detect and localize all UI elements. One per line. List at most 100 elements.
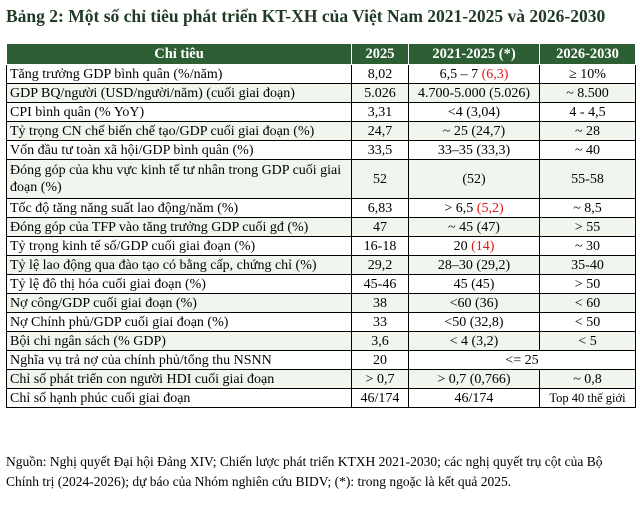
value-2021-2025: <50 (32,8) xyxy=(408,312,540,332)
header-2026-2030: 2026-2030 xyxy=(539,43,636,65)
table-row: Đóng góp của TFP vào tăng trưởng GDP cuố… xyxy=(6,217,636,237)
header-indicator: Chỉ tiêu xyxy=(6,43,352,65)
value-2026-2030: > 55 xyxy=(539,217,636,237)
value-2026-2030: ~ 8.500 xyxy=(539,83,636,103)
value-main: 28–30 (29,2) xyxy=(437,257,511,273)
value-2026-2030: ~ 0,8 xyxy=(539,369,636,389)
value-main: (52) xyxy=(462,171,486,187)
value-2021-2025: <4 (3,04) xyxy=(408,102,540,122)
value-2026-2030: > 50 xyxy=(539,274,636,294)
value-2025: 52 xyxy=(351,159,409,199)
value-2026-2030: 4 - 4,5 xyxy=(539,102,636,122)
value-main: 33–35 (33,3) xyxy=(437,142,511,158)
table-row: GDP BQ/người (USD/người/năm) (cuối giai … xyxy=(6,83,636,103)
value-2021-2025: > 0,7 (0,766) xyxy=(408,369,540,389)
value-2021-2025: 6,5 – 7 (6,3) xyxy=(408,64,540,84)
source-note: Nguồn: Nghị quyết Đại hội Đảng XIV; Chiế… xyxy=(6,454,603,489)
value-2026-2030: < 60 xyxy=(539,293,636,313)
table-row: Nghĩa vụ trả nợ của chính phủ/tổng thu N… xyxy=(6,350,636,370)
value-2025: 3,6 xyxy=(351,331,409,351)
row-label: Nợ công/GDP cuối giai đoạn (%) xyxy=(6,293,352,313)
row-label: Chỉ số phát triển con người HDI cuối gia… xyxy=(6,369,352,389)
table-row: Đóng góp của khu vực kinh tế tư nhân tro… xyxy=(6,159,636,199)
result-2025-red: (14) xyxy=(471,238,495,254)
value-2021-2025: 33–35 (33,3) xyxy=(408,140,540,160)
value-2026-2030: ≥ 10% xyxy=(539,64,636,84)
header-2021-2025: 2021-2025 (*) xyxy=(408,43,540,65)
value-merged-2021-2030: <= 25 xyxy=(408,350,636,370)
value-2021-2025: ~ 45 (47) xyxy=(408,217,540,237)
value-main: 4.700-5.000 (5.026) xyxy=(418,85,530,101)
value-main: <4 (3,04) xyxy=(447,104,501,120)
table-row: Tỷ lệ lao động qua đào tạo có bằng cấp, … xyxy=(6,255,636,275)
table-row: CPI bình quân (% YoY) 3,31 <4 (3,04) 4 -… xyxy=(6,102,636,122)
value-main: 45 (45) xyxy=(453,276,495,292)
row-label: Đóng góp của TFP vào tăng trưởng GDP cuố… xyxy=(6,217,352,237)
value-2021-2025: 4.700-5.000 (5.026) xyxy=(408,83,540,103)
value-2025: 6,83 xyxy=(351,198,409,218)
value-main: > 6,5 xyxy=(444,200,477,216)
value-main: ~ 25 (24,7) xyxy=(442,123,506,139)
value-2025: 46/174 xyxy=(351,388,409,408)
row-label: Chỉ số hạnh phúc cuối giai đoạn xyxy=(6,388,352,408)
value-2025: 24,7 xyxy=(351,121,409,141)
table-row: Bội chi ngân sách (% GDP) 3,6 < 4 (3,2) … xyxy=(6,331,636,351)
value-2025: 8,02 xyxy=(351,64,409,84)
value-2025: 33,5 xyxy=(351,140,409,160)
value-2025: 33 xyxy=(351,312,409,332)
value-2026-2030: < 5 xyxy=(539,331,636,351)
table-row: Tỷ trọng kinh tế số/GDP cuối giai đoạn (… xyxy=(6,236,636,256)
row-label: Nợ Chính phủ/GDP cuối giai đoạn (%) xyxy=(6,312,352,332)
value-2026-2030: 35-40 xyxy=(539,255,636,275)
row-label: CPI bình quân (% YoY) xyxy=(6,102,352,122)
value-2025: 38 xyxy=(351,293,409,313)
value-2025: 47 xyxy=(351,217,409,237)
table-row: Tỷ lệ đô thị hóa cuối giai đoạn (%) 45-4… xyxy=(6,274,636,294)
value-2025: 20 xyxy=(351,350,409,370)
value-2026-2030: ~ 28 xyxy=(539,121,636,141)
value-2026-2030: Top 40 thế giới xyxy=(539,388,636,408)
value-2021-2025: 28–30 (29,2) xyxy=(408,255,540,275)
table-row: Nợ Chính phủ/GDP cuối giai đoạn (%) 33 <… xyxy=(6,312,636,332)
row-label: Đóng góp của khu vực kinh tế tư nhân tro… xyxy=(6,159,352,199)
table-row: Tỷ trọng CN chế biến chế tạo/GDP cuối gi… xyxy=(6,121,636,141)
value-main: 20 xyxy=(453,238,472,254)
value-2026-2030: ~ 8,5 xyxy=(539,198,636,218)
value-2025: 16-18 xyxy=(351,236,409,256)
row-label: Nghĩa vụ trả nợ của chính phủ/tổng thu N… xyxy=(6,350,352,370)
value-2021-2025: 46/174 xyxy=(408,388,540,408)
row-label: Vốn đầu tư toàn xã hội/GDP bình quân (%) xyxy=(6,140,352,160)
table-row: Nợ công/GDP cuối giai đoạn (%) 38 <60 (3… xyxy=(6,293,636,313)
table-row: Chỉ số phát triển con người HDI cuối gia… xyxy=(6,369,636,389)
row-label: GDP BQ/người (USD/người/năm) (cuối giai … xyxy=(6,83,352,103)
row-label: Tỷ lệ đô thị hóa cuối giai đoạn (%) xyxy=(6,274,352,294)
table-row: Chỉ số hạnh phúc cuối giai đoạn 46/174 4… xyxy=(6,388,636,408)
value-main: > 0,7 (0,766) xyxy=(437,371,511,387)
value-2021-2025: 45 (45) xyxy=(408,274,540,294)
row-label: Tỷ lệ lao động qua đào tạo có bằng cấp, … xyxy=(6,255,352,275)
value-main: 6,5 – 7 xyxy=(439,66,482,82)
value-2025: 45-46 xyxy=(351,274,409,294)
row-label: Tăng trưởng GDP bình quân (%/năm) xyxy=(6,64,352,84)
row-label: Tỷ trọng kinh tế số/GDP cuối giai đoạn (… xyxy=(6,236,352,256)
row-label: Bội chi ngân sách (% GDP) xyxy=(6,331,352,351)
result-2025-red: (6,3) xyxy=(481,66,509,82)
table-title: Bảng 2: Một số chỉ tiêu phát triển KT-XH… xyxy=(6,6,606,26)
value-main: 46/174 xyxy=(454,390,494,406)
header-2025: 2025 xyxy=(351,43,409,65)
row-label: Tỷ trọng CN chế biến chế tạo/GDP cuối gi… xyxy=(6,121,352,141)
row-label: Tốc độ tăng năng suất lao động/năm (%) xyxy=(6,198,352,218)
value-2025: 3,31 xyxy=(351,102,409,122)
value-2025: > 0,7 xyxy=(351,369,409,389)
table-row: Vốn đầu tư toàn xã hội/GDP bình quân (%)… xyxy=(6,140,636,160)
value-2026-2030: 55-58 xyxy=(539,159,636,199)
table-header-row: Chỉ tiêu 2025 2021-2025 (*) 2026-2030 xyxy=(6,43,636,65)
value-2021-2025: ~ 25 (24,7) xyxy=(408,121,540,141)
result-2025-red: (5,2) xyxy=(476,200,504,216)
value-2026-2030: ~ 30 xyxy=(539,236,636,256)
value-2021-2025: (52) xyxy=(408,159,540,199)
value-2021-2025: <60 (36) xyxy=(408,293,540,313)
value-main: <60 (36) xyxy=(449,295,499,311)
value-main: < 4 (3,2) xyxy=(449,333,499,349)
value-2021-2025: 20 (14) xyxy=(408,236,540,256)
